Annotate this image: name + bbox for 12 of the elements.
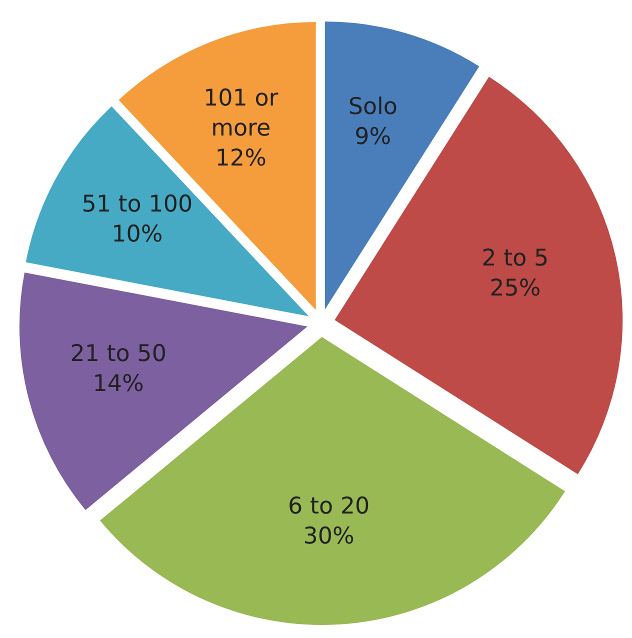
data-label: 12% <box>215 145 266 172</box>
slice-label: 101 or more <box>204 85 279 142</box>
slice-label: 51 to 100 <box>82 192 193 218</box>
data-label: 25% <box>490 275 541 302</box>
data-label: 14% <box>92 370 144 397</box>
slice-label: Solo <box>348 94 398 120</box>
data-label: 30% <box>303 524 354 550</box>
slice-label: 6 to 20 <box>288 494 370 520</box>
slice-label: 2 to 5 <box>482 245 549 272</box>
data-label: 10% <box>112 222 163 248</box>
data-label: 9% <box>354 124 392 150</box>
slice-label: 21 to 50 <box>70 340 166 367</box>
